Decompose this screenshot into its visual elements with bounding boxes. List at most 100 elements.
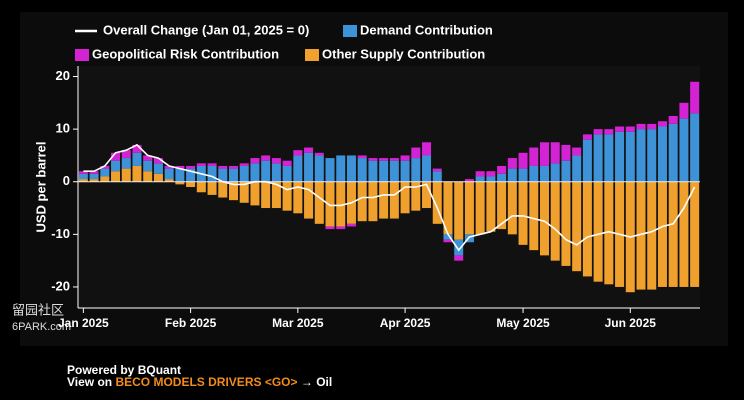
bar-segment [647,129,657,182]
bar-segment [293,155,303,182]
bar-segment [518,152,528,169]
legend-label: Geopolitical Risk Contribution [92,46,279,61]
bar-segment [475,171,485,177]
bar-segment [314,181,324,224]
bar-segment [186,168,196,182]
bar-segment [679,181,689,287]
bar-segment [561,160,571,182]
bar-segment [497,173,507,182]
bar-segment [132,152,142,166]
watermark: 留园社区 [12,302,64,317]
bar-segment [647,123,657,130]
bar-segment [432,168,442,172]
bar-segment [368,160,378,182]
bar-segment [282,165,292,182]
bar-segment [411,181,421,211]
overall-line [83,143,696,252]
bar-segment [582,134,592,140]
bar-segment [346,155,356,182]
bar-segment [604,134,614,182]
bar-segment [111,152,121,161]
bar-segment [400,155,410,161]
footer-line: Powered by BQuant [67,363,181,377]
bar-segment [625,126,635,132]
bar-segment [314,152,324,156]
bar-segment [293,150,303,156]
bar-segment [668,181,678,287]
bar-segment [89,171,99,174]
bar-segment [100,165,110,169]
bar-segment [250,158,260,164]
legend-label: Demand Contribution [360,22,493,37]
bar-segment [389,160,399,182]
bar-segment [486,176,496,182]
bar-segment [239,163,249,166]
bar-segment [282,181,292,211]
x-tick-label: May 2025 [496,316,550,330]
bar-segment [89,179,99,182]
y-tick-label: -20 [51,278,70,293]
bar-segment [636,123,646,130]
x-tick-label: Feb 2025 [165,316,217,330]
bar-segment [228,181,239,201]
bar-segment [357,155,367,159]
bar-segment [690,113,700,182]
bar-segment [379,181,389,219]
bar-segment [357,181,367,222]
bar-segment [111,171,121,182]
bar-segment [175,181,185,185]
legend-swatch [343,25,357,37]
bar-segment [325,226,335,230]
bar-segment [550,163,560,182]
bar-segment [164,168,174,180]
bar-segment [389,181,399,219]
bar-segment [507,168,517,182]
bar-segment [422,181,432,209]
bar-segment [411,147,421,159]
bar-segment [668,123,678,182]
bar-segment [615,131,625,182]
y-tick-label: 20 [56,68,70,83]
bar-segment [261,181,271,209]
bar-segment [625,131,635,182]
bar-segment [497,165,507,174]
footer-link: BECO MODELS DRIVERS <GO> [115,375,297,389]
bar-segment [572,155,582,182]
x-tick-label: Mar 2025 [272,316,324,330]
bar-segment [443,234,453,240]
bar-segment [572,147,582,156]
bar-segment [668,115,678,124]
bar-segment [690,81,700,114]
bar-segment [271,158,281,164]
x-tick-label: Jan 2025 [58,316,109,330]
bar-segment [561,144,571,161]
bar-segment [679,102,689,119]
bar-segment [261,160,271,182]
bar-segment [593,134,603,182]
bar-segment [250,181,260,206]
watermark: 6PARK.com [12,321,71,333]
legend-swatch [75,49,89,61]
bar-segment [89,173,99,180]
y-tick-label: 0 [63,173,70,188]
bar-segment [196,181,206,193]
bar-segment [368,158,378,161]
bar-segment [690,181,700,287]
bar-segment [529,147,539,166]
footer-prefix: View on [67,375,112,389]
bar-segment [464,181,474,235]
bar-segment [218,165,228,169]
bar-segment [100,176,110,182]
bar-segment [111,160,121,172]
bar-segment [604,181,614,285]
bar-segment [186,181,196,187]
bar-segment [550,181,560,261]
bar-segment [78,171,88,174]
bar-segment [561,181,571,266]
bar-segment [228,168,239,182]
x-tick-label: Apr 2025 [380,316,431,330]
bar-segment [121,168,131,182]
bar-segment [336,155,346,182]
bar-segment [379,158,389,161]
